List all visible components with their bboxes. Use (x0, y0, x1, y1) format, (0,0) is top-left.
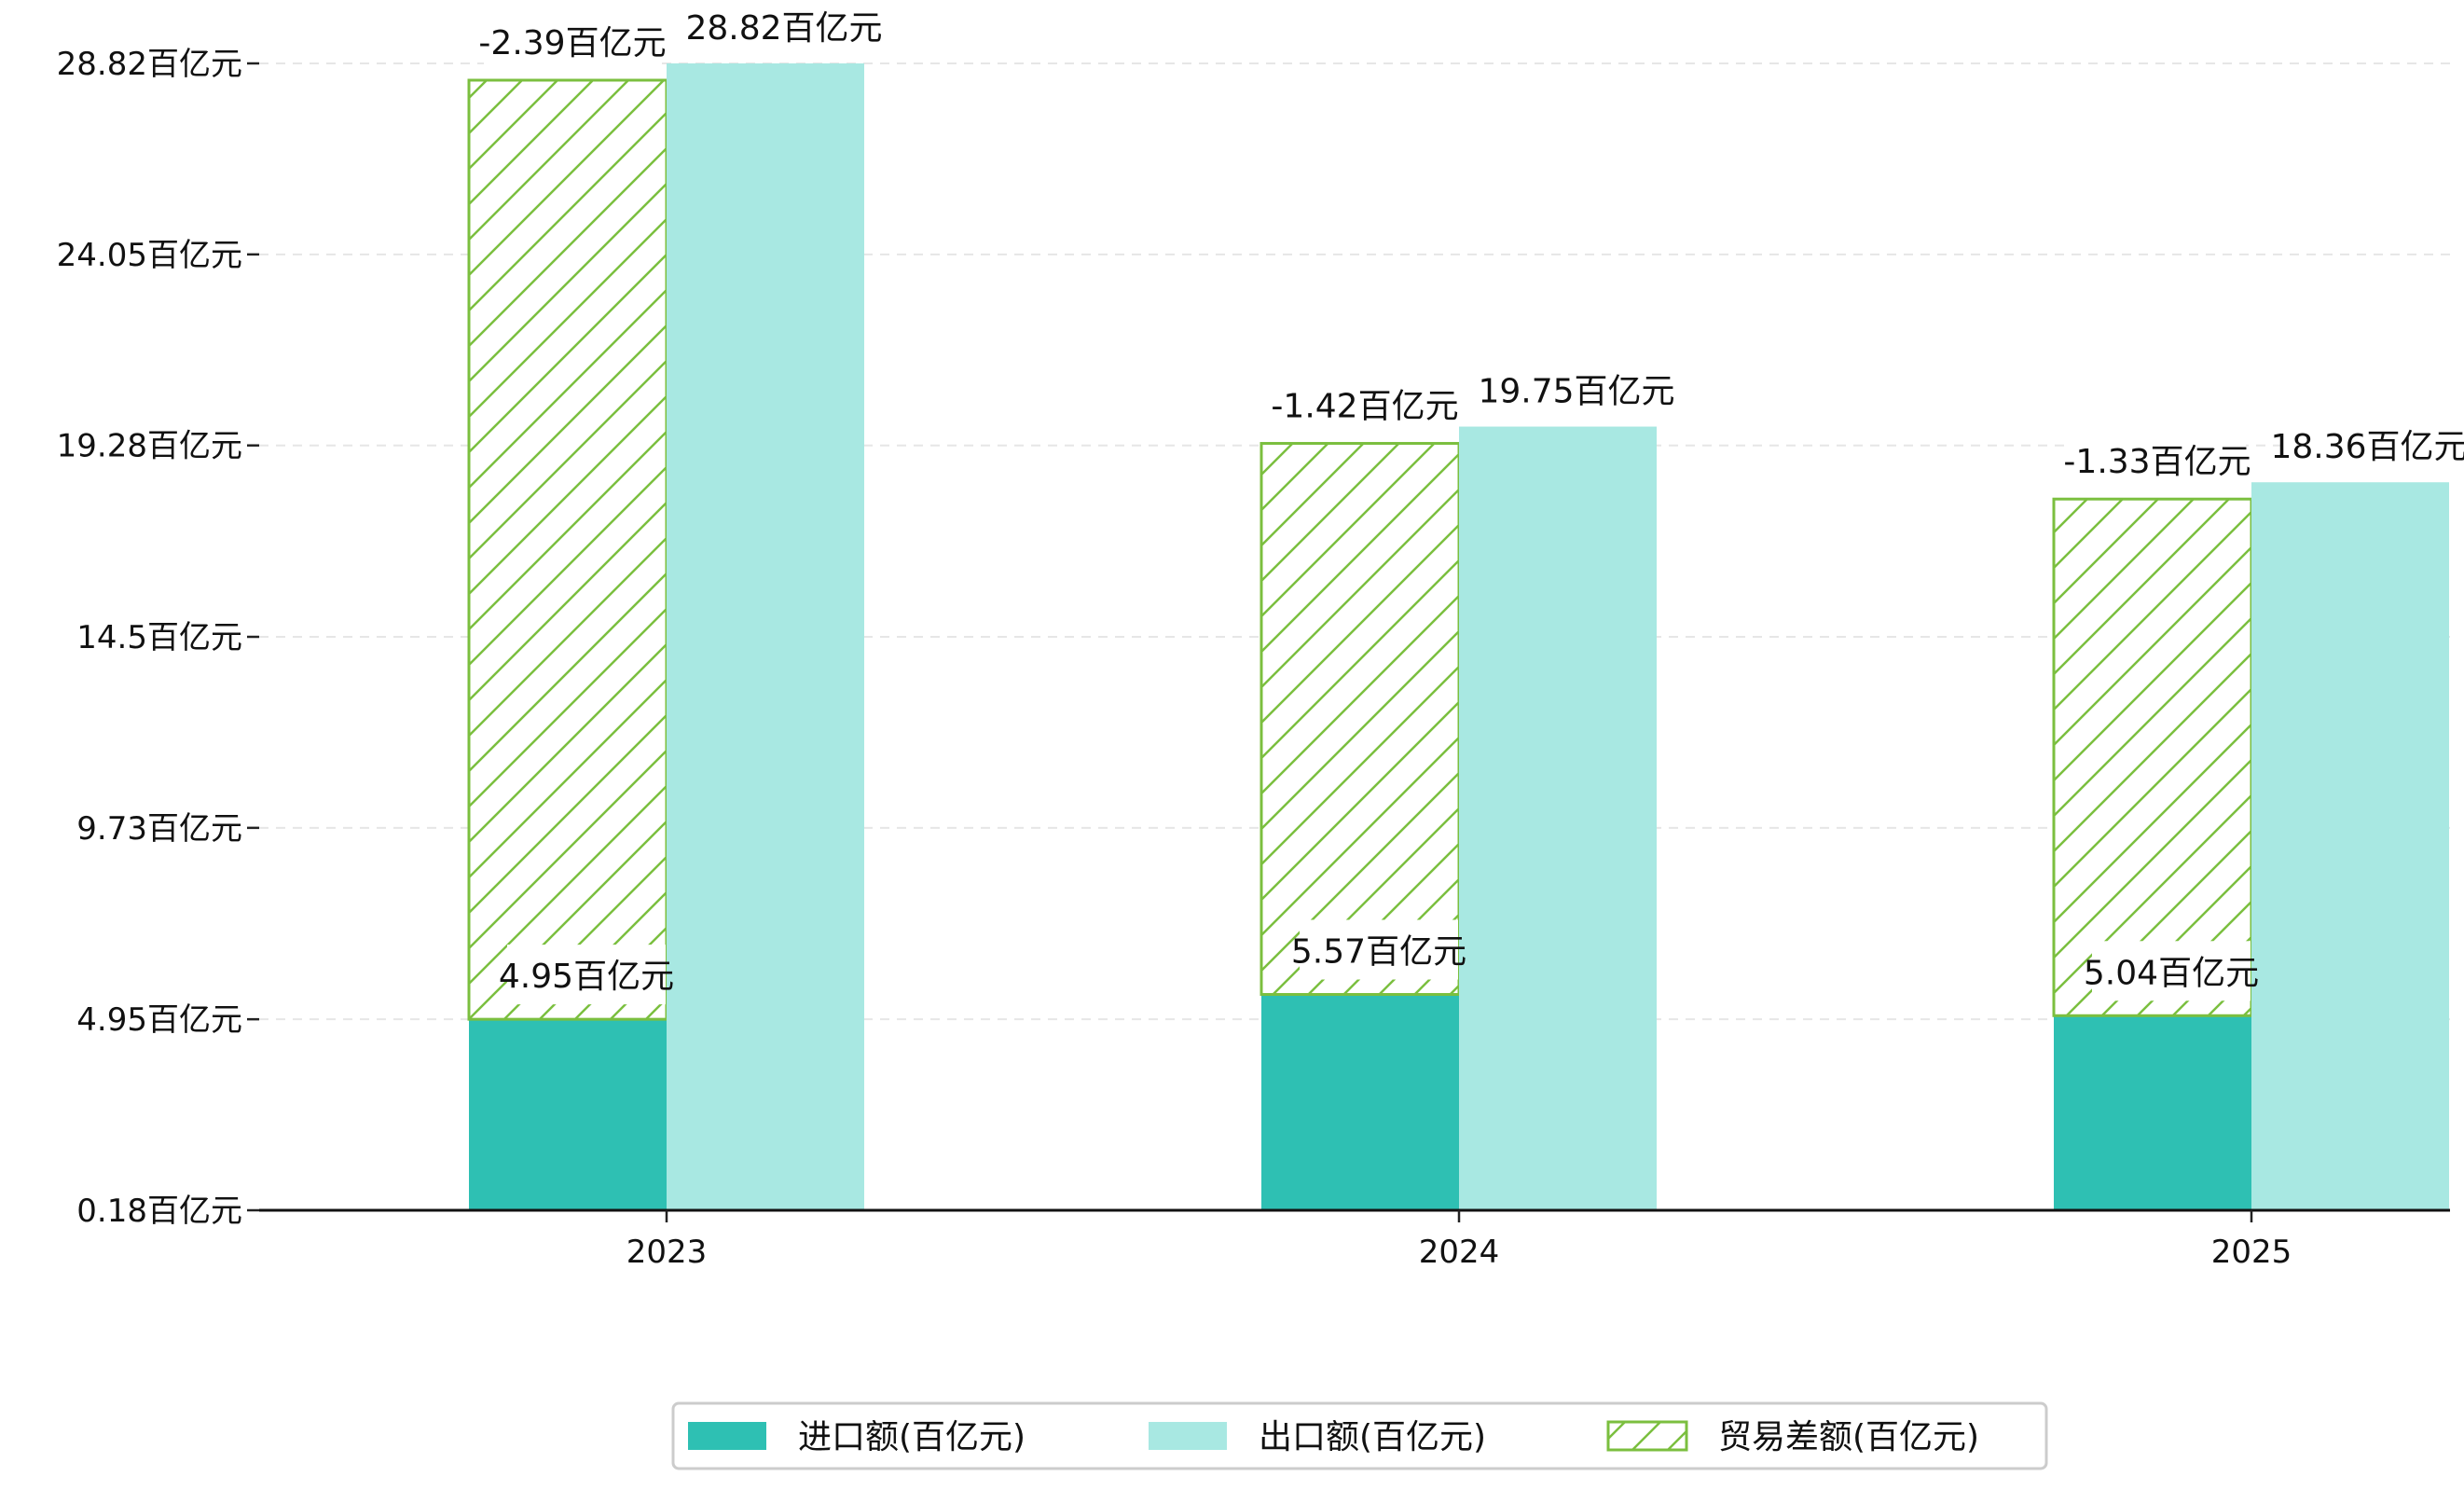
x-tick-label: 2023 (626, 1234, 708, 1271)
legend-label: 贸易差额(百亿元) (1718, 1418, 1979, 1456)
legend: 进口额(百亿元) 出口额(百亿元) 贸易差额(百亿元) (671, 1401, 2048, 1470)
data-label: 28.82百亿元 (685, 9, 882, 48)
bar-import-2023 (469, 1019, 667, 1210)
legend-swatch (1606, 1420, 1688, 1452)
legend-frame (671, 1401, 2048, 1470)
data-labels: 4.95百亿元 28.82百亿元 -2.39百亿元 5.57百亿元 19.75百亿元 -1… (478, 0, 2464, 1005)
bar-balance-2024 (1260, 442, 1461, 997)
data-label: 4.95百亿元 (499, 958, 674, 996)
data-label: 18.36百亿元 (2270, 428, 2464, 466)
x-tick-label: 2024 (1419, 1234, 1500, 1271)
x-tick-label: 2025 (2211, 1234, 2292, 1271)
bar-balance-2023 (467, 78, 668, 1021)
data-label: 5.57百亿元 (1291, 933, 1466, 972)
bars (467, 63, 2449, 1210)
y-tick-label: 24.05百亿元 (57, 237, 242, 274)
legend-swatch (688, 1422, 766, 1450)
data-label-bg (695, 0, 873, 56)
data-label: 5.04百亿元 (2084, 954, 2259, 992)
data-label: 19.75百亿元 (1478, 373, 1674, 411)
data-label-bg (1488, 359, 1665, 420)
data-label: -2.39百亿元 (478, 24, 666, 62)
y-tick-label: 14.5百亿元 (76, 619, 242, 656)
bar-export-2024 (1459, 426, 1657, 1210)
data-label: -1.42百亿元 (1271, 388, 1458, 426)
data-label-bg (2092, 941, 2251, 1001)
bar-export-2023 (667, 63, 864, 1210)
data-label-bg (1300, 919, 1458, 980)
legend-label: 出口额(百亿元) (1259, 1418, 1486, 1456)
data-label-bg (507, 945, 666, 1005)
legend-swatch (1149, 1422, 1227, 1450)
bar-export-2025 (2251, 482, 2449, 1210)
data-label: -1.33百亿元 (2063, 443, 2251, 481)
bar-import-2025 (2054, 1015, 2251, 1210)
bar-import-2024 (1261, 994, 1459, 1210)
data-label-bg (2280, 415, 2457, 476)
data-label-bg (1276, 374, 1453, 435)
legend-label: 进口额(百亿元) (798, 1418, 1026, 1456)
data-label-bg (2069, 430, 2246, 490)
y-tick-label: 4.95百亿元 (76, 1001, 242, 1039)
bar-balance-2025 (2052, 497, 2253, 1017)
y-tick-label: 9.73百亿元 (76, 810, 242, 848)
y-tick-label: 28.82百亿元 (57, 46, 242, 83)
axes: 0.18百亿元 4.95百亿元 9.73百亿元 14.5百亿元 19.28百亿元 24.0… (57, 46, 2450, 1271)
data-label-bg (484, 11, 661, 71)
y-tick-label: 0.18百亿元 (76, 1193, 242, 1230)
y-tick-label: 19.28百亿元 (57, 428, 242, 465)
